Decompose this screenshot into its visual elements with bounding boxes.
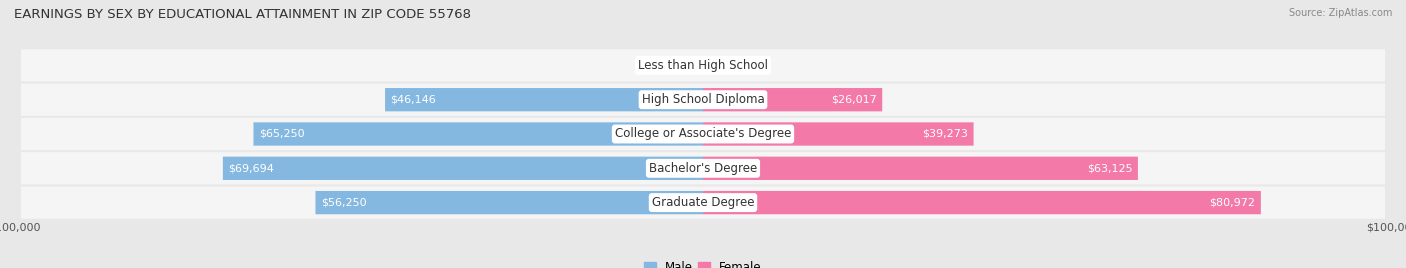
- Text: $80,972: $80,972: [1209, 198, 1256, 208]
- FancyBboxPatch shape: [703, 122, 973, 146]
- Text: High School Diploma: High School Diploma: [641, 93, 765, 106]
- Text: $0: $0: [709, 60, 723, 70]
- Text: $26,017: $26,017: [831, 95, 877, 105]
- FancyBboxPatch shape: [21, 49, 1385, 81]
- Text: $69,694: $69,694: [228, 163, 274, 173]
- Legend: Male, Female: Male, Female: [640, 256, 766, 268]
- Text: $46,146: $46,146: [391, 95, 436, 105]
- FancyBboxPatch shape: [253, 122, 703, 146]
- Text: EARNINGS BY SEX BY EDUCATIONAL ATTAINMENT IN ZIP CODE 55768: EARNINGS BY SEX BY EDUCATIONAL ATTAINMEN…: [14, 8, 471, 21]
- Text: $56,250: $56,250: [321, 198, 367, 208]
- Text: $0: $0: [683, 60, 697, 70]
- FancyBboxPatch shape: [21, 84, 1385, 116]
- Text: Graduate Degree: Graduate Degree: [652, 196, 754, 209]
- Text: College or Associate's Degree: College or Associate's Degree: [614, 128, 792, 140]
- FancyBboxPatch shape: [385, 88, 703, 111]
- Text: Source: ZipAtlas.com: Source: ZipAtlas.com: [1288, 8, 1392, 18]
- Text: $63,125: $63,125: [1087, 163, 1132, 173]
- Text: $65,250: $65,250: [259, 129, 305, 139]
- FancyBboxPatch shape: [21, 187, 1385, 219]
- FancyBboxPatch shape: [703, 157, 1137, 180]
- FancyBboxPatch shape: [21, 152, 1385, 184]
- FancyBboxPatch shape: [703, 191, 1261, 214]
- FancyBboxPatch shape: [703, 88, 882, 111]
- Text: Less than High School: Less than High School: [638, 59, 768, 72]
- FancyBboxPatch shape: [21, 118, 1385, 150]
- Text: $39,273: $39,273: [922, 129, 969, 139]
- FancyBboxPatch shape: [315, 191, 703, 214]
- FancyBboxPatch shape: [222, 157, 703, 180]
- Text: Bachelor's Degree: Bachelor's Degree: [650, 162, 756, 175]
